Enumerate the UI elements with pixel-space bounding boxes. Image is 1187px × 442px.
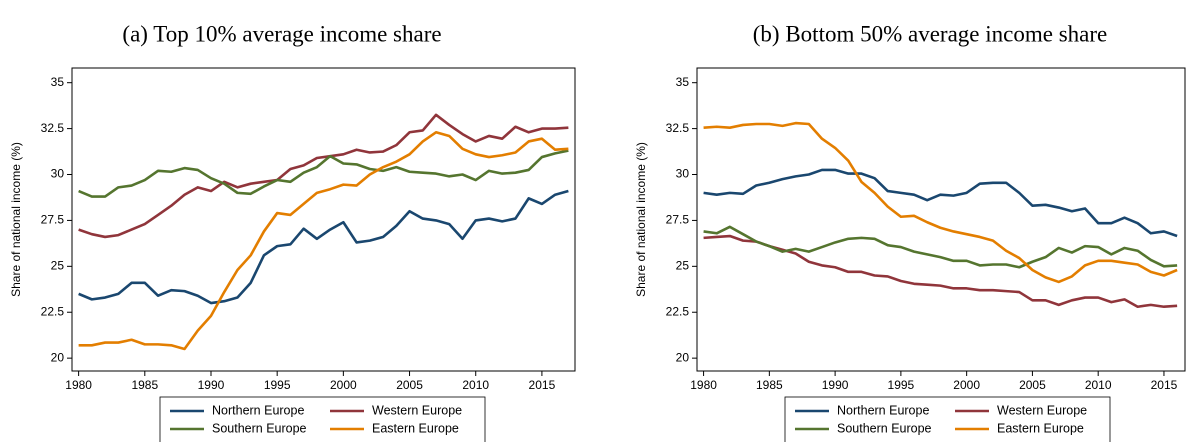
y-tick-label: 20 — [676, 350, 690, 364]
plot-frame — [71, 67, 576, 372]
x-tick-label: 1990 — [198, 378, 225, 392]
legend-text: Southern Europe — [212, 421, 307, 435]
x-tick-label: 1985 — [756, 378, 783, 392]
series-line — [78, 189, 569, 305]
legend-text: Southern Europe — [837, 421, 932, 435]
x-tick-label: 2010 — [462, 378, 489, 392]
x-tick-label: 2000 — [953, 378, 980, 392]
y-tick-label: 30 — [676, 167, 690, 181]
plot-frame — [696, 67, 1186, 372]
legend-box — [159, 396, 486, 442]
x-tick-label: 2010 — [1085, 378, 1112, 392]
y-tick-label: 35 — [51, 75, 65, 89]
y-tick-label: 27.5 — [666, 213, 690, 227]
legend-text: Eastern Europe — [372, 421, 459, 435]
y-tick-label: 22.5 — [41, 304, 65, 318]
x-tick-label: 2015 — [529, 378, 556, 392]
x-tick-label: 1980 — [65, 378, 92, 392]
chart-panel: 20 22.5 25 27.5 30 32.5 35 1980 1985 1990 1995 2000… — [634, 21, 1186, 442]
x-tick-label: 2000 — [330, 378, 357, 392]
x-tick-label: 2015 — [1151, 378, 1178, 392]
y-tick-label: 20 — [51, 350, 65, 364]
y-tick-label: 30 — [51, 167, 65, 181]
series-line — [703, 234, 1178, 309]
x-tick-label: 1980 — [690, 378, 717, 392]
series-line — [78, 149, 569, 198]
y-tick-label: 27.5 — [41, 213, 65, 227]
y-axis-label: Share of national income (%) — [634, 142, 648, 297]
series-line — [78, 113, 569, 239]
series-line — [703, 121, 1178, 284]
x-tick-label: 2005 — [396, 378, 423, 392]
chart-title: (a) Top 10% average income share — [122, 21, 441, 46]
legend-text: Northern Europe — [212, 403, 304, 417]
legend-text: Eastern Europe — [997, 421, 1084, 435]
x-tick-label: 2005 — [1019, 378, 1046, 392]
x-tick-label: 1990 — [822, 378, 849, 392]
series-line — [703, 225, 1178, 269]
chart-panel: 20 22.5 25 27.5 30 32.5 35 1980 1985 1990 1995 2000… — [9, 21, 576, 442]
x-tick-label: 1985 — [131, 378, 158, 392]
y-tick-label: 22.5 — [666, 304, 690, 318]
y-tick-label: 32.5 — [666, 121, 690, 135]
series-line — [78, 130, 569, 351]
y-tick-label: 32.5 — [41, 121, 65, 135]
legend-text: Western Europe — [997, 403, 1087, 417]
legend-box — [784, 396, 1111, 442]
y-tick-label: 25 — [51, 258, 65, 272]
y-axis-label: Share of national income (%) — [9, 142, 23, 297]
legend-text: Northern Europe — [837, 403, 929, 417]
chart-title: (b) Bottom 50% average income share — [753, 21, 1107, 46]
x-tick-label: 1995 — [264, 378, 291, 392]
y-tick-label: 35 — [676, 75, 690, 89]
y-tick-label: 25 — [676, 258, 690, 272]
legend-text: Western Europe — [372, 403, 462, 417]
x-tick-label: 1995 — [888, 378, 915, 392]
series-line — [703, 168, 1178, 238]
